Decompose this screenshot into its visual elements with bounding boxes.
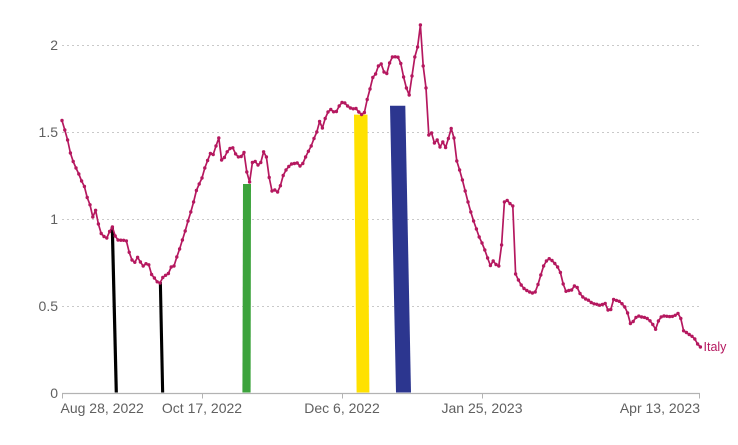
- svg-text:Jan 25, 2023: Jan 25, 2023: [442, 400, 523, 416]
- svg-text:1.5: 1.5: [39, 124, 59, 140]
- svg-text:1: 1: [50, 211, 58, 227]
- svg-text:Italy: Italy: [704, 340, 728, 354]
- svg-text:Dec 6, 2022: Dec 6, 2022: [304, 400, 380, 416]
- svg-text:0: 0: [50, 385, 58, 401]
- svg-text:Apr 13, 2023: Apr 13, 2023: [620, 400, 700, 416]
- svg-text:Aug 28, 2022: Aug 28, 2022: [61, 400, 145, 416]
- svg-text:0.5: 0.5: [39, 298, 59, 314]
- svg-text:2: 2: [50, 37, 58, 53]
- svg-text:Oct 17, 2022: Oct 17, 2022: [162, 400, 242, 416]
